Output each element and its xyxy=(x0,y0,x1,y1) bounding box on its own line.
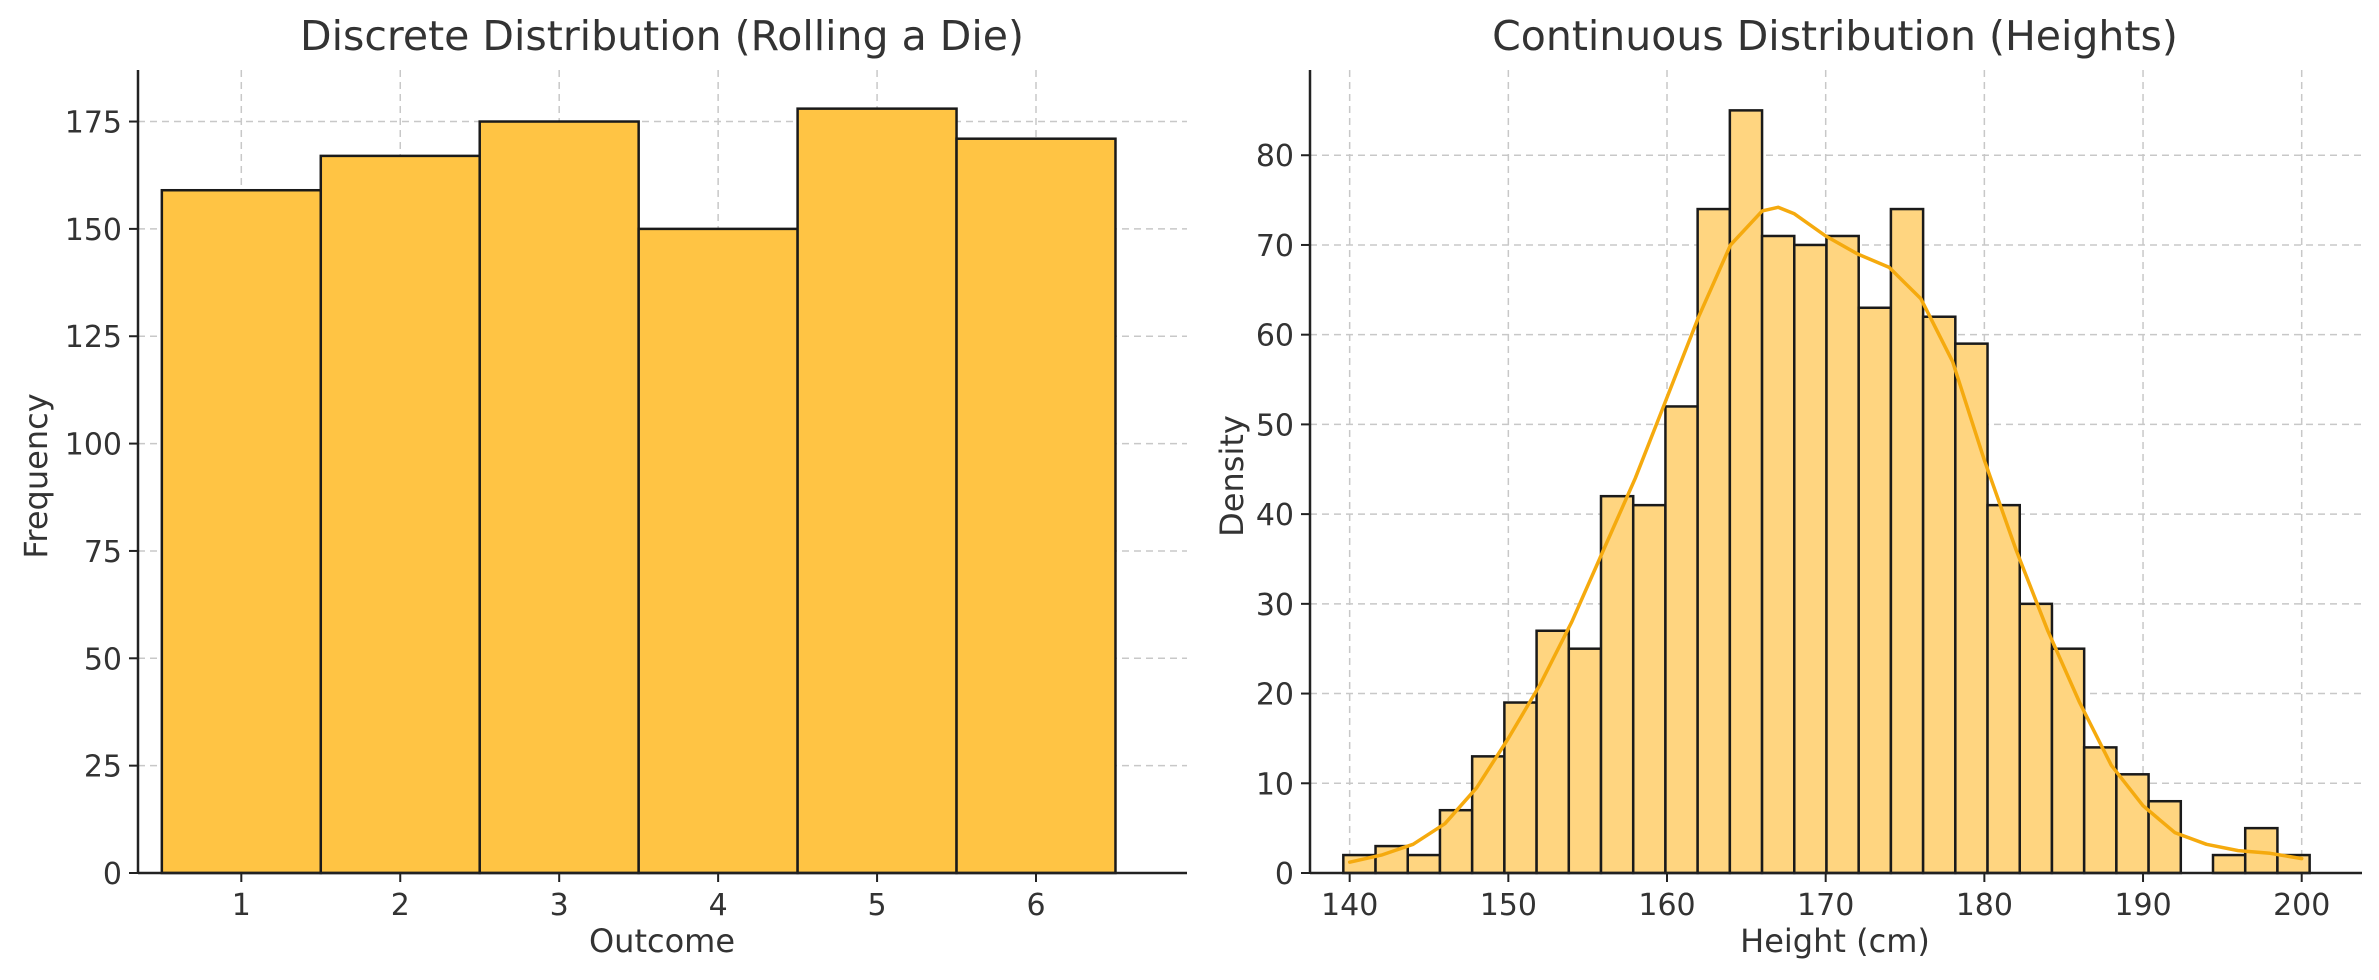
y-tick-label: 60 xyxy=(1256,319,1294,354)
x-axis-label: Height (cm) xyxy=(1740,922,1930,960)
y-tick-label: 75 xyxy=(84,535,122,570)
histogram-bar xyxy=(1664,405,1699,875)
bar-2 xyxy=(319,154,481,875)
histogram-bar xyxy=(1986,503,2021,875)
y-tick-label: 40 xyxy=(1256,498,1294,533)
chart-title: Continuous Distribution (Heights) xyxy=(1492,12,2178,60)
y-tick-label: 175 xyxy=(65,106,122,141)
histogram-bar xyxy=(1857,306,1893,875)
histogram-bar xyxy=(2211,853,2247,875)
histogram-bar xyxy=(1599,494,1635,875)
histogram-bar xyxy=(2018,602,2054,875)
y-tick-label: 150 xyxy=(65,213,122,248)
axes: 140 150 160 170 180 190 200 0 10 20 30 40 50 60 70 80 xyxy=(1256,70,2362,923)
x-tick-label: 3 xyxy=(550,888,569,923)
bars xyxy=(160,107,1117,875)
bar-3 xyxy=(478,120,640,875)
histogram-bar xyxy=(1728,109,1764,875)
bar-4 xyxy=(637,227,799,875)
x-tick-label: 180 xyxy=(1956,888,2013,923)
x-axis-label: Outcome xyxy=(589,922,735,960)
histogram-bar xyxy=(1503,701,1538,875)
histogram-bar xyxy=(1825,234,1860,875)
y-tick-label: 20 xyxy=(1256,678,1294,713)
y-tick-label: 25 xyxy=(84,750,122,785)
continuous-distribution-chart: Continuous Distribution (Heights) 140 150… xyxy=(1213,12,2362,960)
axes: 1 2 3 4 5 6 0 25 50 75 100 125 150 175 xyxy=(65,70,1187,923)
histogram-bar xyxy=(1438,808,1474,875)
x-tick-label: 160 xyxy=(1638,888,1695,923)
y-tick-label: 80 xyxy=(1256,139,1294,174)
histogram-bar xyxy=(1406,853,1442,875)
bar-6 xyxy=(955,137,1117,875)
histogram-bar xyxy=(1921,315,1957,875)
histogram-bar xyxy=(1760,234,1796,875)
y-tick-label: 70 xyxy=(1256,229,1294,264)
histogram-bars xyxy=(1342,109,2311,875)
histogram-bar xyxy=(1793,243,1828,875)
x-tick-label: 150 xyxy=(1480,888,1537,923)
kde-curve xyxy=(1347,205,2304,864)
histogram-bar xyxy=(1954,342,1989,875)
x-tick-label: 140 xyxy=(1321,888,1378,923)
histogram-bar xyxy=(2050,647,2086,875)
y-tick-label: 50 xyxy=(84,642,122,677)
y-axis-label: Frequency xyxy=(17,393,55,558)
y-tick-label: 125 xyxy=(65,320,122,355)
y-tick-label: 100 xyxy=(65,428,122,463)
histogram-bar xyxy=(2147,799,2183,875)
chart-title: Discrete Distribution (Rolling a Die) xyxy=(300,12,1024,60)
x-tick-label: 2 xyxy=(391,888,410,923)
histogram-bar xyxy=(1889,207,1925,875)
x-tick-label: 5 xyxy=(868,888,887,923)
bar-1 xyxy=(160,188,323,875)
bar-5 xyxy=(796,107,958,875)
histogram-bar xyxy=(1470,755,1506,875)
x-tick-label: 6 xyxy=(1026,888,1045,923)
y-tick-label: 0 xyxy=(1275,857,1294,892)
histogram-bar xyxy=(1631,503,1667,875)
x-tick-label: 170 xyxy=(1797,888,1854,923)
y-tick-label: 30 xyxy=(1256,588,1294,623)
y-tick-label: 10 xyxy=(1256,767,1294,802)
x-tick-label: 4 xyxy=(709,888,728,923)
histogram-bar xyxy=(2115,773,2150,875)
y-tick-label: 50 xyxy=(1256,408,1294,443)
x-tick-label: 1 xyxy=(232,888,251,923)
histogram-bar xyxy=(1535,629,1571,875)
x-tick-label: 190 xyxy=(2114,888,2171,923)
x-tick-label: 200 xyxy=(2273,888,2330,923)
y-tick-label: 0 xyxy=(103,857,122,892)
y-axis-label: Density xyxy=(1213,415,1251,537)
histogram-bar xyxy=(1567,647,1603,875)
